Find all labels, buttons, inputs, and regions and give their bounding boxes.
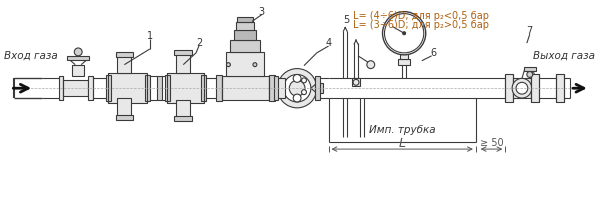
Bar (175, 50, 192, 55)
Bar (106, 75, 110, 101)
Bar (556, 74, 564, 102)
Circle shape (353, 79, 359, 85)
Text: 1: 1 (147, 31, 153, 41)
Bar (315, 83, 323, 93)
Circle shape (293, 74, 301, 82)
Circle shape (302, 90, 307, 95)
Bar (235, 30, 256, 40)
Bar (164, 75, 170, 101)
Bar (398, 59, 410, 65)
Text: Вход газа: Вход газа (4, 51, 58, 61)
Text: Выход газа: Выход газа (533, 51, 595, 61)
Bar (116, 115, 133, 120)
Bar (145, 75, 150, 101)
Circle shape (253, 63, 257, 67)
Circle shape (226, 63, 230, 67)
Text: L: L (398, 137, 406, 150)
Circle shape (512, 78, 532, 98)
Bar (269, 75, 275, 101)
Circle shape (385, 14, 424, 53)
Text: 6: 6 (431, 48, 437, 58)
Bar (505, 74, 513, 102)
Circle shape (302, 78, 307, 83)
Bar (531, 74, 539, 102)
Text: 5: 5 (343, 15, 349, 25)
Bar (400, 53, 408, 59)
Circle shape (277, 69, 317, 108)
Bar (88, 76, 93, 100)
Bar (513, 78, 531, 98)
Bar (315, 76, 320, 100)
Bar (157, 76, 161, 100)
Bar (116, 52, 133, 57)
Bar (176, 100, 190, 118)
Text: Имп. трубка: Имп. трубка (369, 125, 436, 135)
Bar (118, 56, 131, 73)
Text: ≥ 50: ≥ 50 (479, 138, 503, 148)
Circle shape (293, 94, 301, 102)
Circle shape (367, 61, 374, 69)
Text: L= (3÷6)D; для p₂>0,5 бар: L= (3÷6)D; для p₂>0,5 бар (353, 20, 489, 30)
Bar (175, 116, 192, 121)
Bar (201, 75, 206, 101)
Bar (352, 78, 360, 86)
Circle shape (289, 80, 305, 96)
Bar (236, 22, 254, 30)
Text: L= (4÷6)D; для p₂<0,5 бар: L= (4÷6)D; для p₂<0,5 бар (353, 11, 489, 21)
Bar (230, 40, 260, 52)
Bar (176, 54, 190, 73)
Bar (118, 98, 131, 116)
Bar (59, 76, 64, 100)
Text: 2: 2 (196, 38, 202, 48)
Text: 4: 4 (325, 38, 332, 48)
Bar (275, 78, 286, 98)
Circle shape (403, 32, 406, 35)
Circle shape (527, 72, 533, 77)
Bar (67, 56, 89, 60)
Circle shape (383, 12, 426, 55)
Bar (167, 73, 204, 103)
Circle shape (283, 74, 311, 102)
Bar (215, 75, 221, 101)
Bar (107, 73, 147, 103)
Bar (221, 76, 269, 100)
Bar (274, 76, 278, 100)
Bar (226, 52, 264, 76)
Bar (524, 67, 536, 71)
Bar (73, 65, 84, 76)
Circle shape (516, 82, 528, 94)
Text: 7: 7 (527, 26, 533, 36)
Text: 3: 3 (259, 7, 265, 17)
Bar (398, 49, 410, 53)
Bar (237, 17, 253, 22)
Bar (64, 80, 88, 96)
Circle shape (74, 48, 82, 56)
